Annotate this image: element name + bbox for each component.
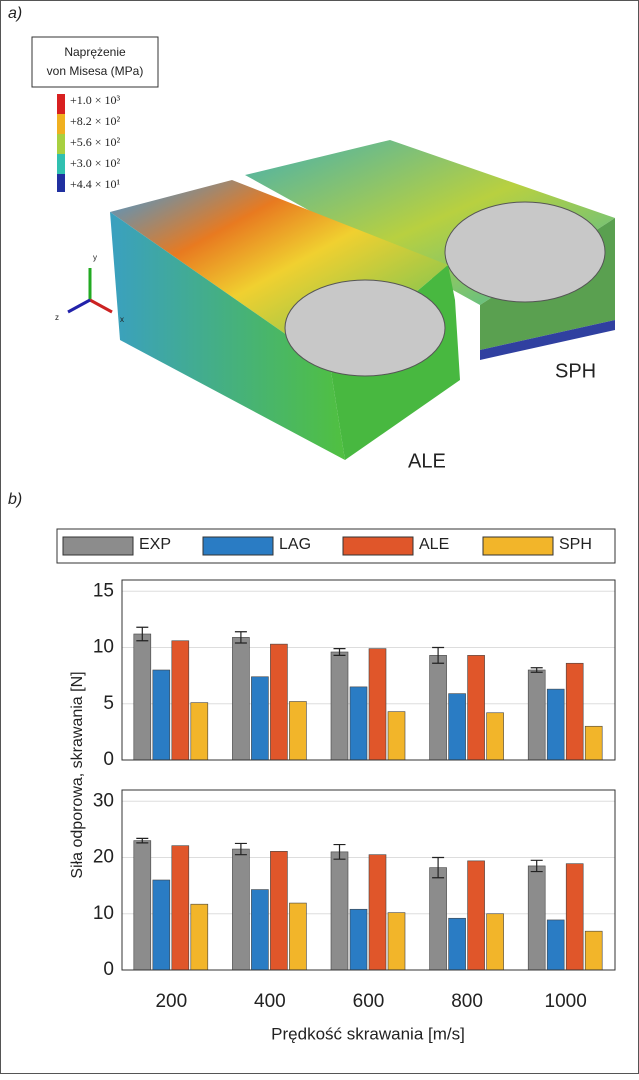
bar	[528, 670, 545, 760]
legend-swatch	[483, 537, 553, 555]
x-tick-label: 200	[155, 991, 187, 1012]
bar	[191, 703, 208, 760]
y-tick-label: 30	[93, 790, 114, 811]
bar	[487, 914, 504, 970]
bar	[547, 689, 564, 760]
bar	[449, 694, 466, 760]
bar	[251, 890, 268, 970]
axis-name: x	[120, 315, 124, 324]
bar	[251, 677, 268, 760]
bar	[566, 663, 583, 760]
x-tick-label: 600	[353, 991, 385, 1012]
bar	[430, 655, 447, 760]
method-label: SPH	[555, 360, 596, 382]
bar	[153, 670, 170, 760]
legend-swatch	[203, 537, 273, 555]
bar	[430, 868, 447, 970]
legend-label: EXP	[139, 536, 171, 553]
y-tick-label: 20	[93, 847, 114, 868]
legend-label: ALE	[419, 536, 449, 553]
panel-label: b)	[8, 491, 22, 508]
bar	[547, 920, 564, 970]
legend-entry: +8.2 × 10²	[70, 114, 121, 128]
bar	[388, 712, 405, 760]
legend-title: Naprężenie	[64, 45, 126, 59]
legend-entry: +5.6 × 10²	[70, 135, 121, 149]
legend-label: SPH	[559, 536, 592, 553]
y-tick-label: 5	[103, 693, 114, 714]
bar	[153, 880, 170, 970]
bar	[350, 909, 367, 970]
legend-swatch	[343, 537, 413, 555]
bar	[232, 637, 249, 760]
bar	[331, 652, 348, 760]
bar	[289, 702, 306, 761]
legend-label: LAG	[279, 536, 311, 553]
bar	[566, 864, 583, 970]
bar	[369, 855, 386, 970]
axis-name: y	[93, 253, 97, 262]
bar	[388, 913, 405, 970]
x-tick-label: 1000	[545, 991, 587, 1012]
y-axis-label: Siła odporowa, skrawania [N]	[69, 671, 86, 878]
bar	[289, 903, 306, 970]
panel-label: a)	[8, 5, 22, 22]
x-axis-label: Prędkość skrawania [m/s]	[271, 1024, 465, 1043]
bar	[369, 649, 386, 760]
bar	[134, 841, 151, 970]
axis-name: z	[55, 313, 59, 322]
bar	[270, 644, 287, 760]
bar	[134, 634, 151, 760]
bar	[487, 713, 504, 760]
x-tick-label: 800	[451, 991, 483, 1012]
bar	[350, 687, 367, 760]
bar	[585, 726, 602, 760]
bar	[468, 861, 485, 970]
bar	[232, 849, 249, 970]
bar	[331, 852, 348, 970]
legend-entry: +1.0 × 10³	[70, 93, 121, 107]
legend-entry: +3.0 × 10²	[70, 156, 121, 170]
legend-swatch	[63, 537, 133, 555]
bar	[172, 846, 189, 970]
figure: a) SPH ALE y z x Naprężenie von Misesa (…	[0, 0, 639, 1075]
y-tick-label: 10	[93, 637, 114, 658]
method-label: ALE	[408, 450, 446, 472]
bar	[449, 918, 466, 970]
bar	[191, 904, 208, 970]
colorbar	[57, 94, 65, 192]
legend-title: von Misesa (MPa)	[47, 64, 144, 78]
bar	[172, 641, 189, 760]
bar	[585, 931, 602, 970]
y-tick-label: 0	[103, 749, 114, 770]
y-tick-label: 0	[103, 959, 114, 980]
bar	[468, 655, 485, 760]
y-tick-label: 15	[93, 580, 114, 601]
y-tick-label: 10	[93, 903, 114, 924]
bar	[270, 851, 287, 970]
x-tick-label: 400	[254, 991, 286, 1012]
bar	[528, 866, 545, 970]
legend-entry: +4.4 × 10¹	[70, 177, 121, 191]
